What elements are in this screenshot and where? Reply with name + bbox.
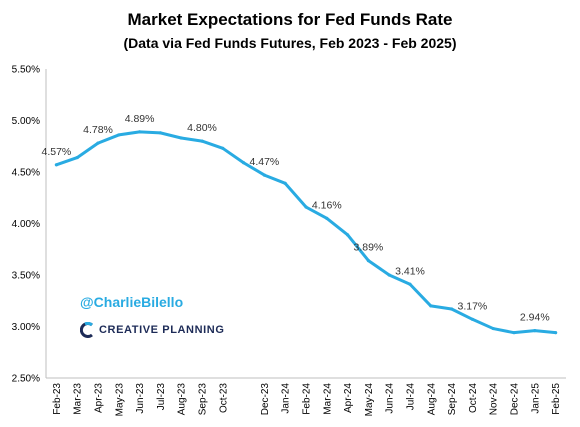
data-point [283,181,287,185]
data-label: 4.16% [312,199,342,211]
x-tick-label: Jul-23 [156,383,167,411]
watermark-handle: @CharlieBilello [80,294,184,310]
data-label: 4.47% [250,156,280,168]
x-tick-label: Dec-24 [510,383,521,416]
data-point [366,258,370,263]
x-tick-label: Oct-23 [218,383,229,413]
y-tick-label: 5.50% [12,65,40,76]
data-label: 3.17% [458,300,488,312]
data-label: 2.94% [520,312,550,324]
y-tick-label: 5.00% [12,116,40,127]
chart-title: Market Expectations for Fed Funds Rate [127,10,453,29]
data-point [387,273,391,277]
data-point [54,163,59,167]
data-point [138,130,142,134]
data-point [491,326,495,331]
x-tick-label: Jun-24 [385,383,396,414]
data-label: 3.89% [354,242,384,254]
data-label: 4.80% [187,122,217,134]
x-tick-label: May-23 [114,383,125,417]
x-tick-label: Apr-23 [94,383,105,413]
x-tick-label: Jan-24 [281,383,292,414]
x-tick-label: Oct-24 [468,383,479,413]
data-point [470,317,474,321]
data-labels: 4.57% 4.78% 4.89% 4.80% 4.47% 4.16% 3.89% 3.41%… [42,113,550,324]
x-tick-label: Aug-23 [177,383,188,416]
data-point [408,282,412,286]
data-label: 4.89% [125,113,155,125]
y-tick-label: 4.00% [12,219,40,230]
data-point [450,307,454,311]
data-point [554,331,558,335]
data-point [533,329,537,333]
data-point [96,141,100,145]
data-label: 4.78% [83,124,113,136]
data-point [512,331,516,335]
watermark-brand: CREATIVE PLANNING [80,322,225,338]
x-tick-label: Jul-24 [406,383,417,411]
creative-planning-logo-icon [80,322,93,338]
data-point [179,136,183,140]
data-point [304,205,308,209]
chart-subtitle: (Data via Fed Funds Futures, Feb 2023 - … [123,35,457,51]
chart-axes [45,69,566,379]
data-label: 4.57% [42,146,72,158]
y-tick-label: 4.50% [12,168,40,179]
x-tick-label: Apr-24 [343,383,354,413]
x-tick-label: Jan-25 [530,383,541,414]
x-tick-label: Mar-23 [73,383,84,415]
series-layer [54,130,558,335]
data-point [242,161,246,165]
data-point [325,216,329,220]
data-point [221,146,225,150]
data-point [262,173,266,177]
x-tick-label: Feb-25 [551,383,562,415]
brand-name: CREATIVE PLANNING [99,324,225,336]
x-tick-label: Nov-24 [489,383,500,416]
data-label: 3.41% [395,265,425,277]
y-tick-label: 3.50% [12,271,40,282]
x-tick-label: Dec-23 [260,383,271,416]
data-point [346,233,350,237]
x-tick-label: Feb-24 [302,383,313,415]
x-tick-label: Mar-24 [322,383,333,415]
data-point [429,304,433,308]
y-axis-ticks: 2.50% 3.00% 3.50% 4.00% 4.50% 5.00% 5.50% [12,65,40,385]
x-tick-label: Feb-23 [52,383,63,415]
x-tick-label: Sep-23 [198,383,209,416]
x-axis-ticks: Feb-23 Mar-23 Apr-23 May-23 Jun-23 Jul-23 Aug-… [52,383,562,417]
x-tick-label: Aug-24 [426,383,437,416]
y-tick-label: 3.00% [12,322,40,333]
y-tick-label: 2.50% [12,374,40,385]
x-tick-label: Jun-23 [135,383,146,414]
data-point [200,139,204,143]
data-point [158,131,162,135]
data-point [117,133,121,137]
x-tick-label: May-24 [364,383,375,417]
x-tick-label: Sep-24 [447,383,458,416]
data-point [75,155,79,160]
